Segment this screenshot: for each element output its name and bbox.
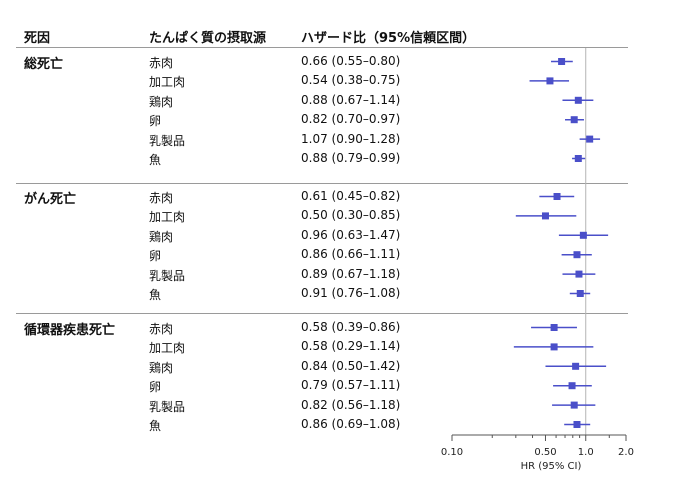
- hr-point: [575, 270, 583, 278]
- food-label: 卵: [149, 380, 162, 395]
- food-label: 卵: [149, 249, 162, 264]
- hr-point: [550, 324, 558, 331]
- food-label: 乳製品: [149, 268, 186, 283]
- hr-value-label: 0.82 (0.70–0.97): [301, 112, 401, 127]
- hr-value-label: 0.89 (0.67–1.18): [301, 266, 401, 281]
- x-tick-label: 0.50: [534, 447, 556, 458]
- food-label: 加工肉: [149, 75, 186, 90]
- hr-point: [541, 212, 549, 220]
- food-label: 卵: [149, 114, 162, 129]
- hr-point: [570, 401, 578, 409]
- hr-point: [586, 135, 594, 143]
- hr-point: [574, 96, 582, 104]
- hr-value-label: 0.61 (0.45–0.82): [301, 189, 401, 203]
- hr-point: [573, 421, 581, 428]
- hr-point: [553, 193, 561, 200]
- hr-point: [572, 362, 580, 370]
- x-axis-title: HR (95% CI): [521, 461, 582, 472]
- hr-point: [570, 116, 578, 124]
- food-label: 鶏肉: [149, 360, 174, 375]
- food-label: 鶏肉: [149, 229, 174, 244]
- hr-point: [550, 343, 558, 351]
- hr-point: [574, 155, 582, 162]
- food-label: 乳製品: [149, 399, 186, 414]
- hr-value-label: 0.91 (0.76–1.08): [301, 286, 401, 300]
- food-label: 赤肉: [149, 322, 174, 336]
- food-label: 魚: [149, 153, 162, 167]
- hr-value-label: 0.84 (0.50–1.42): [301, 358, 401, 373]
- hr-value-label: 0.58 (0.29–1.14): [301, 339, 401, 354]
- hr-value-label: 0.86 (0.69–1.08): [301, 417, 401, 431]
- header-cause: 死因: [24, 31, 51, 46]
- food-label: 加工肉: [149, 210, 186, 225]
- x-tick-label: 1.0: [578, 447, 594, 458]
- hr-point: [576, 290, 584, 297]
- header-food: たんぱく質の摂取源: [149, 31, 267, 46]
- food-label: 魚: [149, 419, 162, 433]
- hr-value-label: 0.86 (0.66–1.11): [301, 247, 401, 262]
- hr-point: [568, 382, 576, 390]
- cause-label: がん死亡: [24, 192, 77, 207]
- hr-value-label: 0.54 (0.38–0.75): [301, 73, 401, 88]
- hr-value-label: 0.50 (0.30–0.85): [301, 208, 401, 223]
- header-divider: [16, 47, 628, 48]
- food-label: 赤肉: [149, 191, 174, 205]
- hr-value-label: 0.66 (0.55–0.80): [301, 54, 401, 68]
- hr-value-label: 0.79 (0.57–1.11): [301, 378, 401, 393]
- food-label: 加工肉: [149, 341, 186, 356]
- hr-point: [546, 77, 554, 85]
- hr-point: [573, 251, 581, 259]
- hr-value-label: 1.07 (0.90–1.28): [301, 131, 401, 146]
- hr-value-label: 0.88 (0.79–0.99): [301, 151, 401, 165]
- hr-point: [579, 231, 587, 239]
- hr-point: [558, 58, 566, 65]
- hr-value-label: 0.96 (0.63–1.47): [301, 227, 401, 242]
- group-divider-2: [16, 313, 628, 314]
- hr-value-label: 0.88 (0.67–1.14): [301, 92, 401, 107]
- food-label: 鶏肉: [149, 94, 174, 109]
- header-hr: ハザード比（95%信頼区間）: [301, 31, 476, 46]
- hr-value-label: 0.82 (0.56–1.18): [301, 397, 401, 412]
- group-divider-1: [16, 183, 628, 184]
- hr-value-label: 0.58 (0.39–0.86): [301, 320, 401, 334]
- food-label: 赤肉: [149, 56, 174, 70]
- food-label: 乳製品: [149, 133, 186, 148]
- x-tick-label: 2.0: [618, 447, 634, 458]
- food-label: 魚: [149, 288, 162, 302]
- cause-label: 循環器疾患死亡: [24, 323, 116, 338]
- cause-label: 総死亡: [24, 57, 64, 72]
- x-tick-label: 0.10: [441, 447, 463, 458]
